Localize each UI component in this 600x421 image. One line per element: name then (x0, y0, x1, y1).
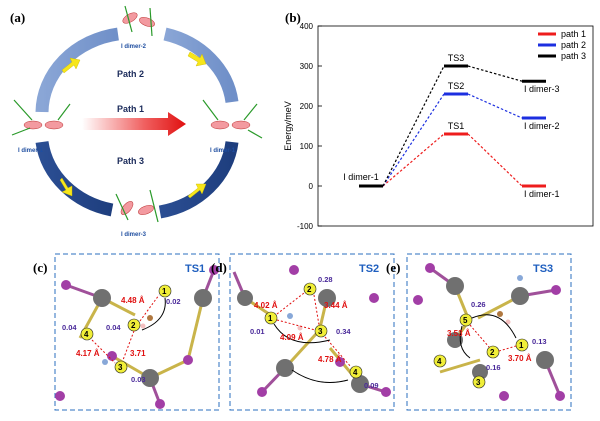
series-3-connector-0 (382, 65, 445, 187)
series-3-label-2: I dimer-3 (524, 84, 560, 94)
ts1-moment-2: 0.04 (106, 323, 121, 332)
ts1-moment-1: 0.02 (166, 297, 181, 306)
ts3-title: TS3 (533, 263, 553, 275)
ts2-moment-2: 0.01 (250, 327, 265, 336)
ts2-node-1: 1 (268, 314, 273, 323)
legend-label-3: path 3 (561, 51, 586, 61)
panel-d: (d) TS2 (211, 253, 395, 411)
panel-d-letter: (d) (211, 260, 227, 275)
dimer-top-label: I dimer-2 (121, 44, 147, 50)
ts1-distance-2: 3.71 (130, 349, 146, 358)
dimer-bottom-label: I dimer-3 (121, 232, 147, 238)
y-tick-label-3: 200 (300, 102, 314, 111)
bond-network (78, 296, 205, 380)
ts1-distance-3: 4.17 Å (76, 349, 100, 358)
panel-e-letter: (e) (386, 260, 400, 275)
y-axis: -100 0 100 200 300 400 (297, 22, 322, 231)
ts3-distance-2: 3.70 Å (508, 354, 532, 363)
ts1-title: TS1 (185, 263, 205, 275)
dimer-left-icon (11, 99, 71, 136)
ts3-moment-2: 0.13 (532, 337, 547, 346)
chart-frame (317, 25, 594, 227)
ts3-node-1: 1 (519, 341, 524, 350)
series-layer: I dimer-1 TS1 I dimer-1 TS2 I dimer-2 TS3 I di… (343, 53, 559, 199)
ts2-moment-1: 0.28 (318, 275, 333, 284)
ts1-distance-1: 4.48 Å (121, 296, 145, 305)
ts2-node-3: 3 (318, 327, 323, 336)
atoms (55, 265, 219, 409)
y-tick-label-2: 100 (300, 142, 314, 151)
ts2-node-2: 2 (307, 285, 312, 294)
path-1-label: Path 1 (117, 104, 144, 114)
y-tick-label-1: 0 (309, 182, 314, 191)
panel-c: (c) TS1 (33, 253, 220, 411)
ts1-node-4: 4 (84, 330, 89, 339)
ts2-moment-4: 0.09 (364, 381, 379, 390)
panel-b-letter: (b) (285, 10, 301, 25)
dimer-bottom-icon (115, 189, 159, 223)
ts3-node-3: 3 (476, 378, 481, 387)
path-3-label: Path 3 (117, 156, 144, 166)
ts1-node-1: 1 (162, 287, 167, 296)
y-axis-label: Energy/meV (283, 101, 293, 151)
y-tick-label-5: 400 (300, 22, 314, 31)
dimer-right-icon (202, 99, 263, 139)
series-2-label-2: I dimer-2 (524, 121, 560, 131)
ts2-distance-3: 4.09 Å (280, 333, 304, 342)
dimer-right-label: I dimer-1 (210, 148, 236, 154)
dimer-top-icon (122, 5, 155, 37)
series-3: TS3 I dimer-3 (359, 53, 560, 188)
panel-e: (e) TS3 (386, 253, 572, 411)
y-tick-label-0: -100 (297, 222, 314, 231)
ts2-moment-3: 0.34 (336, 327, 351, 336)
ts1-node-3: 3 (118, 363, 123, 372)
flow-arrows (59, 51, 207, 199)
ts3-node-5: 5 (463, 316, 468, 325)
series-1-label-1: TS1 (448, 121, 465, 131)
ts2-title: TS2 (359, 263, 379, 275)
series-2-connector-0 (382, 93, 445, 187)
ts2-distance-1: 4.02 Å (254, 301, 278, 310)
series-3-connector-1 (467, 65, 523, 82)
series-1-connector-1 (467, 133, 523, 187)
ts2-distance-4: 4.78 Å (318, 355, 342, 364)
ts3-moment-1: 0.26 (471, 300, 486, 309)
ts3-moment-3: 0.16 (486, 363, 501, 372)
ts1-moment-4: 0.03 (131, 375, 146, 384)
legend-label-2: path 2 (561, 40, 586, 50)
legend-label-1: path 1 (561, 29, 586, 39)
panel-c-letter: (c) (33, 260, 47, 275)
path-1-arrow (82, 112, 186, 136)
series-3-label-1: TS3 (448, 53, 465, 63)
panel-a-letter: (a) (10, 10, 25, 25)
series-1-label-0: I dimer-1 (343, 172, 379, 182)
dimer-left-label: I dimer-1 (18, 148, 44, 154)
ts3-node-2: 2 (490, 348, 495, 357)
series-1-connector-0 (382, 133, 445, 187)
ts2-distance-2: 3.44 Å (324, 301, 348, 310)
ts1-moment-3: 0.04 (62, 323, 77, 332)
ts1-node-2: 2 (131, 321, 136, 330)
series-2: TS2 I dimer-2 (359, 81, 560, 188)
path-2-label: Path 2 (117, 69, 144, 79)
ts3-node-4: 4 (437, 357, 442, 366)
ts3-distance-1: 3.53 Å (447, 329, 471, 338)
atoms (413, 263, 565, 401)
series-1-label-2: I dimer-1 (524, 189, 560, 199)
ts2-node-4: 4 (353, 368, 358, 377)
atoms (237, 265, 391, 397)
series-2-label-1: TS2 (448, 81, 465, 91)
y-tick-label-4: 300 (300, 62, 314, 71)
iodine-nodes (80, 284, 172, 374)
series-2-connector-1 (467, 93, 523, 119)
